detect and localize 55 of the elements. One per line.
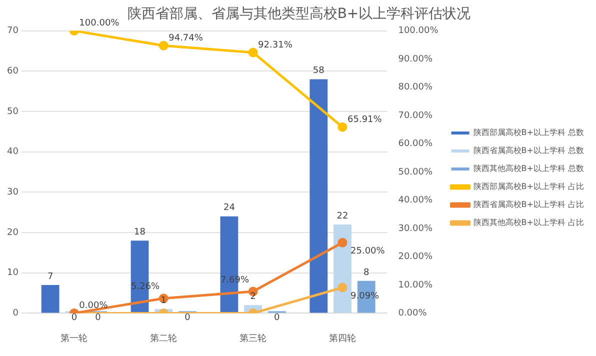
data-label: 8 — [363, 268, 370, 278]
data-label: 0.00% — [79, 301, 108, 312]
x-tick-label: 第三轮 — [240, 332, 267, 344]
y-tick-label: 10 — [7, 268, 19, 278]
y-tick-label: 60 — [7, 66, 19, 76]
chart-title: 陕西省部属、省属与其他类型高校B+以上学科评估状况 — [127, 6, 471, 22]
point — [338, 122, 348, 132]
x-tick-label: 第四轮 — [329, 332, 356, 344]
legend-label: 陕西省属高校B+以上学科 占比 — [473, 200, 584, 210]
point — [338, 282, 348, 292]
y2-tick-label: 40.00% — [398, 196, 433, 206]
data-label: 1 — [160, 296, 166, 306]
x-tick-label: 第二轮 — [150, 332, 178, 344]
y-tick-label: 0 — [12, 308, 19, 319]
data-label: 65.91% — [348, 114, 382, 125]
data-label: 0 — [95, 313, 102, 324]
bar — [334, 224, 352, 313]
y2-tick-label: 80.00% — [398, 82, 433, 93]
data-label: 22 — [336, 211, 348, 222]
y2-tick-label: 20.00% — [398, 252, 433, 262]
y2-tick-label: 50.00% — [398, 167, 433, 178]
data-label: 94.74% — [168, 34, 204, 44]
y-tick-label: 50 — [7, 106, 19, 117]
data-label: 0 — [184, 313, 191, 324]
bar — [310, 79, 328, 313]
data-label: 92.31% — [258, 40, 293, 50]
data-label: 18 — [134, 227, 146, 238]
y2-tick-label: 30.00% — [398, 224, 433, 234]
y2-tick-label: 100.00% — [398, 26, 439, 36]
y2-tick-label: 10.00% — [398, 280, 433, 290]
y2-tick-label: 90.00% — [398, 54, 433, 64]
legend-label: 陕西部属高校B+以上学科 占比 — [473, 182, 584, 192]
legend-label: 陕西部属高校B+以上学科 总数 — [473, 128, 584, 138]
data-label: 0 — [274, 313, 280, 324]
legend-label: 陕西省属高校B+以上学科 总数 — [473, 146, 584, 156]
y-tick-label: 70 — [7, 26, 19, 36]
bar — [41, 284, 60, 313]
y-tick-label: 20 — [7, 228, 19, 238]
point — [248, 48, 258, 58]
legend-label: 陕西其他高校B+以上学科 占比 — [473, 218, 584, 228]
data-label: 58 — [312, 66, 325, 76]
data-label: 100.00% — [79, 18, 120, 29]
point — [338, 238, 348, 248]
data-label: 25.00% — [350, 246, 386, 256]
y-tick-label: 40 — [7, 147, 19, 158]
data-label: 0 — [71, 313, 78, 324]
y2-tick-label: 60.00% — [398, 139, 433, 150]
point — [158, 40, 168, 50]
legend-label: 陕西其他高校B+以上学科 总数 — [473, 164, 584, 174]
y2-tick-label: 70.00% — [398, 110, 433, 121]
data-label: 24 — [223, 203, 236, 214]
y2-tick-label: 0.00% — [398, 308, 428, 319]
x-tick-label: 第一轮 — [60, 332, 88, 344]
data-label: 7 — [47, 272, 54, 282]
y-tick-label: 30 — [7, 188, 19, 198]
